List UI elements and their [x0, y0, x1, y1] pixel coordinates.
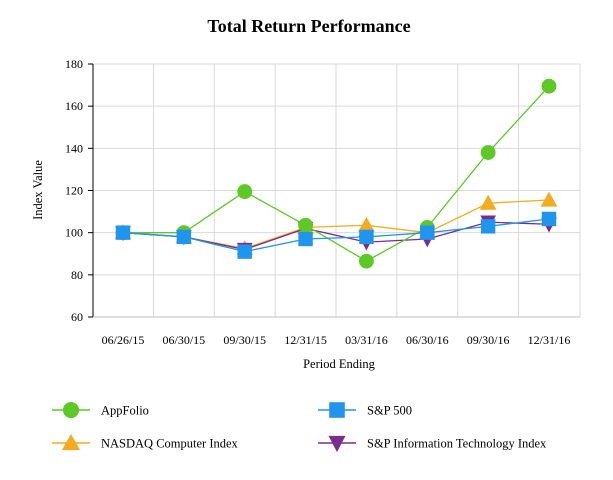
data-point	[358, 253, 374, 269]
y-axis-ticks: 60 80 100 120 140 160 180	[65, 57, 93, 324]
legend-item: NASDAQ Computer Index	[52, 433, 239, 451]
data-point	[541, 78, 557, 94]
legend-item: S&P Information Technology Index	[318, 435, 547, 453]
series-line	[122, 218, 550, 253]
data-point	[298, 217, 314, 233]
data-point	[359, 229, 374, 245]
chart-title: Total Return Performance	[207, 16, 410, 36]
y-tick-label: 180	[65, 57, 83, 71]
x-tick-label: 12/31/15	[284, 333, 327, 347]
x-tick-label: 12/31/16	[528, 333, 571, 347]
legend-label: AppFolio	[101, 404, 149, 418]
y-tick-label: 160	[65, 99, 83, 113]
legend-marker	[329, 402, 345, 418]
data-point	[479, 194, 497, 210]
legend-marker	[328, 435, 346, 453]
legend: AppFolio S&P 500 NASDAQ Computer Index S&P …	[52, 401, 547, 453]
legend-label: S&P Information Technology Index	[367, 437, 547, 451]
x-tick-label: 09/30/15	[223, 333, 266, 347]
legend-marker	[62, 401, 80, 419]
x-tick-label: 06/30/16	[406, 333, 449, 347]
series-line	[123, 85, 550, 262]
y-tick-label: 120	[65, 184, 83, 198]
y-tick-label: 140	[65, 141, 83, 155]
data-point	[480, 219, 496, 234]
y-tick-label: 80	[71, 268, 83, 282]
legend-item: AppFolio	[52, 401, 149, 419]
data-point	[115, 225, 131, 240]
data-point	[176, 229, 192, 245]
y-axis-label: Index Value	[31, 160, 45, 220]
data-point	[237, 184, 253, 199]
x-axis-label: Period Ending	[303, 357, 376, 371]
y-tick-label: 60	[71, 310, 83, 324]
data-point	[540, 191, 558, 207]
legend-item: S&P 500	[318, 402, 412, 418]
x-tick-label: 06/30/15	[163, 333, 206, 347]
series-group	[114, 78, 558, 269]
data-point	[480, 145, 496, 160]
x-tick-label: 06/26/15	[102, 333, 145, 347]
x-axis-ticks: 06/26/15 06/30/15 09/30/15 12/31/15 03/31/16…	[102, 333, 571, 347]
legend-label: NASDAQ Computer Index	[101, 437, 239, 451]
data-point	[541, 211, 557, 227]
legend-label: S&P 500	[367, 404, 412, 418]
data-point	[237, 244, 252, 259]
y-tick-label: 100	[65, 226, 83, 240]
data-point	[420, 225, 435, 240]
series-square	[115, 211, 557, 259]
x-tick-label: 03/31/16	[345, 333, 388, 347]
grid	[92, 63, 581, 318]
x-tick-label: 09/30/16	[467, 333, 510, 347]
data-point	[358, 216, 375, 232]
legend-marker	[61, 433, 81, 451]
data-point	[298, 231, 313, 247]
